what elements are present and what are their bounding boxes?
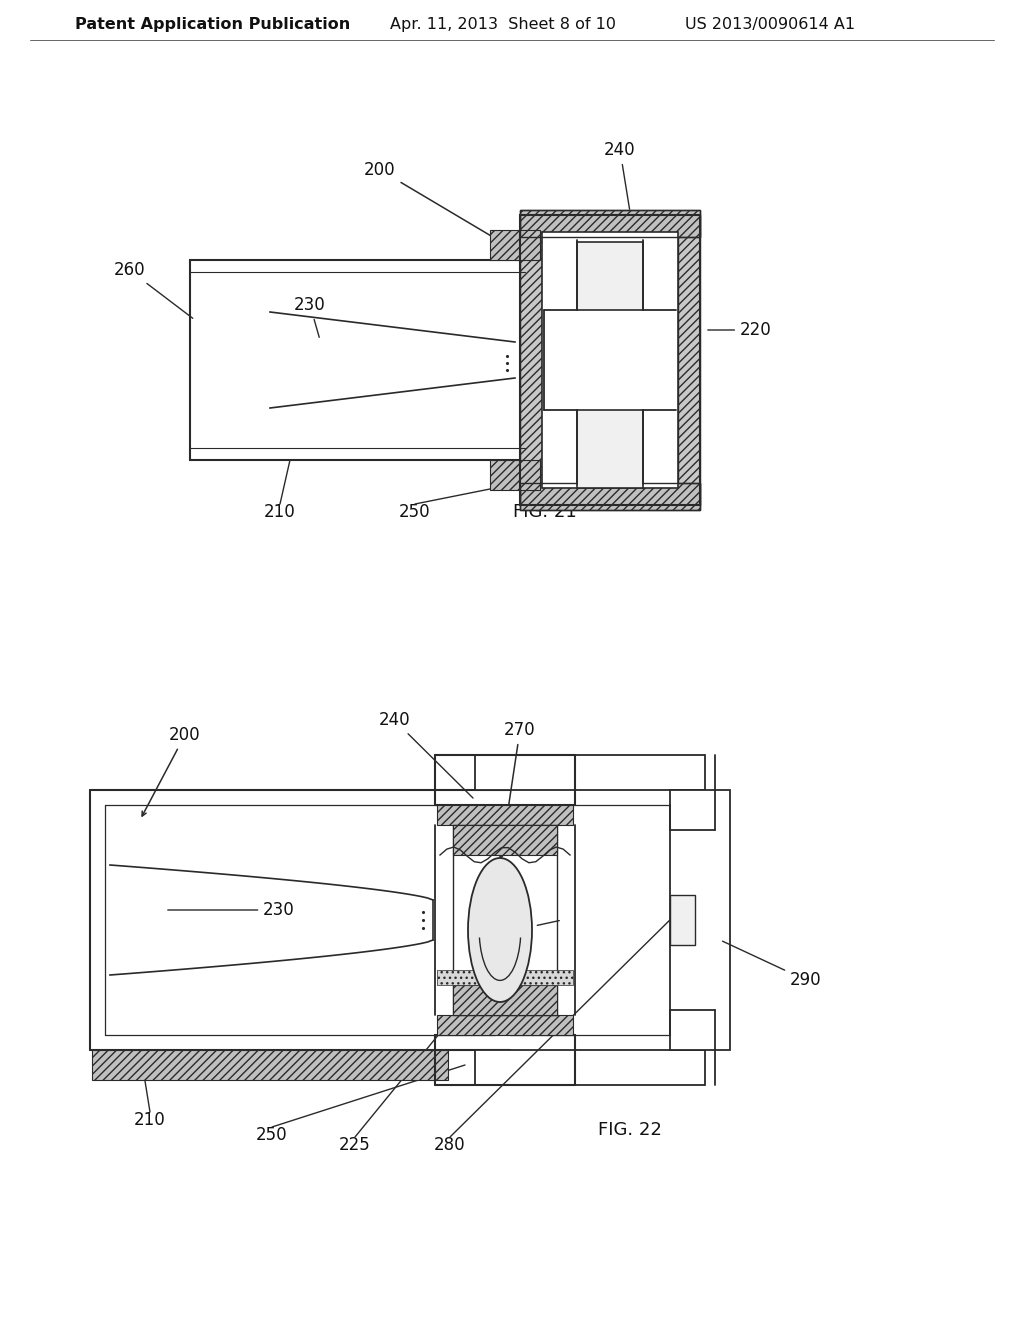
- Text: US 2013/0090614 A1: US 2013/0090614 A1: [685, 17, 855, 33]
- Bar: [520, 210, 700, 238]
- Text: 270: 270: [499, 721, 536, 858]
- Bar: [190, 260, 525, 459]
- Text: Apr. 11, 2013  Sheet 8 of 10: Apr. 11, 2013 Sheet 8 of 10: [390, 17, 616, 33]
- Bar: [437, 970, 573, 985]
- Text: 220: 220: [708, 321, 772, 339]
- Bar: [670, 895, 695, 945]
- Bar: [490, 459, 540, 490]
- Bar: [490, 230, 540, 260]
- Bar: [520, 210, 700, 238]
- Text: 250: 250: [256, 1126, 288, 1144]
- Bar: [520, 215, 700, 506]
- Bar: [520, 483, 700, 510]
- Text: 220: 220: [500, 920, 559, 939]
- Bar: [437, 805, 573, 825]
- Ellipse shape: [468, 858, 532, 1002]
- Text: 210: 210: [134, 1111, 166, 1129]
- Text: 210: 210: [264, 503, 296, 521]
- Text: 230: 230: [168, 902, 295, 919]
- Text: 240: 240: [379, 711, 473, 799]
- Text: 230: 230: [294, 296, 326, 338]
- Text: 260: 260: [114, 261, 193, 318]
- Text: 280: 280: [434, 1137, 466, 1154]
- Bar: [92, 1049, 449, 1080]
- Bar: [577, 411, 643, 488]
- Bar: [475, 755, 705, 789]
- Bar: [542, 232, 678, 488]
- Text: 225: 225: [339, 1137, 371, 1154]
- Text: 240: 240: [604, 141, 636, 210]
- Bar: [520, 483, 700, 510]
- Text: FIG. 21: FIG. 21: [513, 503, 577, 521]
- Bar: [453, 985, 557, 1015]
- Bar: [437, 1015, 573, 1035]
- Bar: [678, 215, 700, 506]
- Text: 200: 200: [142, 726, 201, 816]
- Bar: [670, 789, 730, 1049]
- Bar: [520, 215, 542, 506]
- Text: FIG. 22: FIG. 22: [598, 1121, 662, 1139]
- Bar: [453, 825, 557, 855]
- Text: 200: 200: [365, 161, 537, 263]
- Text: 290: 290: [723, 941, 821, 989]
- Bar: [475, 1049, 705, 1085]
- Text: 250: 250: [399, 503, 431, 521]
- Text: Patent Application Publication: Patent Application Publication: [75, 17, 350, 33]
- Bar: [577, 242, 643, 310]
